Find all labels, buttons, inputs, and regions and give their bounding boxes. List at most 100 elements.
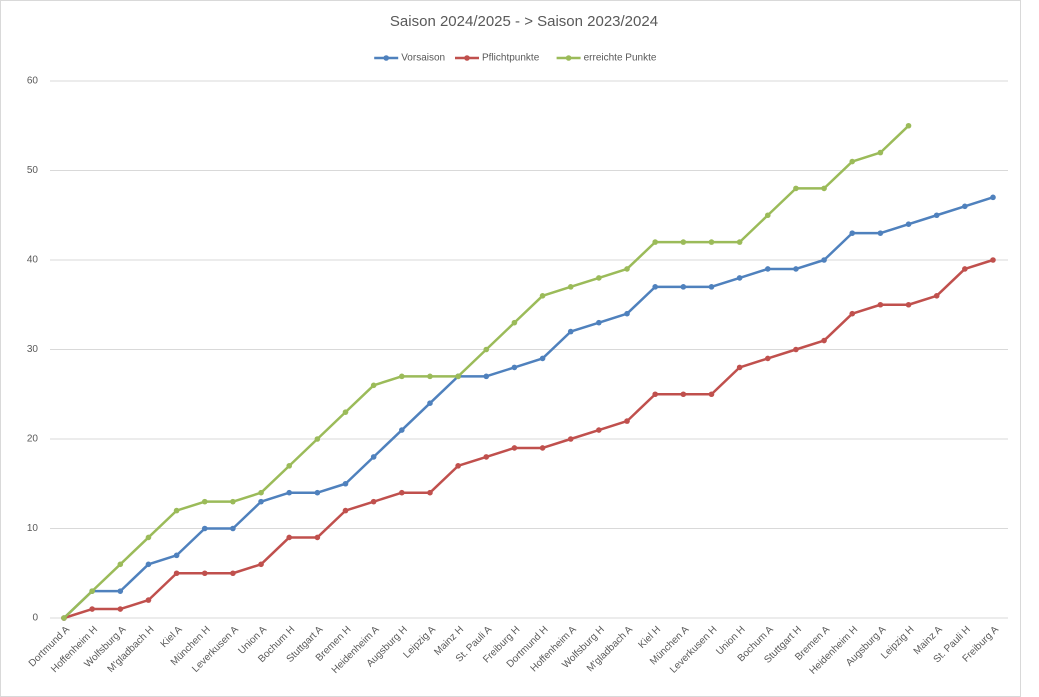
point bbox=[230, 570, 236, 577]
y-tick-label: 50 bbox=[27, 165, 39, 176]
point bbox=[596, 427, 602, 433]
point bbox=[905, 122, 912, 129]
point bbox=[370, 498, 377, 505]
point bbox=[680, 391, 687, 398]
point bbox=[596, 275, 602, 281]
x-tick-label: Kiel H bbox=[637, 624, 664, 651]
point bbox=[877, 149, 884, 156]
point bbox=[483, 346, 490, 353]
point bbox=[286, 534, 293, 541]
point bbox=[117, 561, 124, 568]
point bbox=[427, 489, 433, 496]
point bbox=[511, 364, 518, 371]
point bbox=[567, 328, 574, 335]
point bbox=[652, 284, 658, 290]
y-tick-label: 20 bbox=[27, 434, 39, 445]
point bbox=[736, 239, 743, 245]
point bbox=[342, 480, 349, 487]
point bbox=[511, 445, 518, 451]
point bbox=[145, 597, 152, 603]
point bbox=[201, 570, 208, 577]
point bbox=[764, 355, 771, 362]
point bbox=[286, 489, 293, 496]
point bbox=[89, 606, 95, 612]
point bbox=[877, 301, 884, 308]
legend-marker bbox=[565, 55, 572, 61]
point bbox=[483, 373, 490, 380]
point bbox=[370, 382, 377, 389]
y-tick-label: 10 bbox=[27, 523, 39, 534]
point bbox=[539, 293, 546, 299]
point bbox=[427, 373, 433, 380]
point bbox=[455, 373, 461, 380]
series-line bbox=[63, 124, 910, 619]
point bbox=[793, 185, 799, 192]
point bbox=[314, 436, 321, 442]
point bbox=[793, 266, 799, 272]
x-tick-label: Kiel A bbox=[159, 624, 185, 650]
point bbox=[764, 266, 771, 272]
point bbox=[708, 239, 715, 245]
point bbox=[849, 230, 856, 236]
point bbox=[990, 257, 996, 263]
legend-marker bbox=[383, 55, 390, 61]
point bbox=[764, 212, 771, 219]
point bbox=[933, 293, 940, 299]
point bbox=[145, 534, 152, 541]
point bbox=[962, 266, 968, 272]
point bbox=[624, 418, 630, 424]
point bbox=[61, 615, 67, 621]
point bbox=[370, 454, 377, 460]
point bbox=[652, 239, 658, 245]
point bbox=[567, 436, 574, 442]
point bbox=[455, 463, 461, 469]
point bbox=[736, 275, 743, 281]
point bbox=[821, 185, 827, 192]
point bbox=[962, 203, 968, 210]
point bbox=[314, 489, 321, 496]
point bbox=[342, 507, 349, 514]
point bbox=[708, 391, 715, 398]
point bbox=[680, 284, 687, 290]
y-tick-label: 30 bbox=[27, 344, 39, 355]
point bbox=[173, 552, 180, 559]
legend-label: erreichte Punkte bbox=[584, 53, 657, 64]
point bbox=[173, 507, 180, 514]
series-line bbox=[63, 258, 994, 620]
point bbox=[201, 498, 208, 505]
point bbox=[258, 561, 264, 568]
point bbox=[821, 257, 827, 263]
point bbox=[567, 284, 574, 290]
legend-marker bbox=[464, 55, 470, 61]
point bbox=[117, 588, 124, 594]
point bbox=[736, 364, 743, 371]
point bbox=[117, 606, 124, 612]
point bbox=[539, 355, 546, 362]
series-line bbox=[63, 196, 994, 619]
y-tick-label: 40 bbox=[27, 255, 39, 266]
point bbox=[145, 561, 152, 568]
point bbox=[849, 158, 856, 165]
point bbox=[427, 400, 433, 407]
point bbox=[173, 570, 180, 577]
point bbox=[511, 319, 518, 326]
point bbox=[905, 221, 912, 227]
point bbox=[399, 489, 405, 496]
point bbox=[230, 525, 236, 532]
point bbox=[342, 409, 349, 415]
point bbox=[793, 346, 799, 353]
point bbox=[201, 525, 208, 532]
point bbox=[933, 212, 940, 219]
point bbox=[905, 301, 912, 308]
point bbox=[258, 498, 264, 505]
point bbox=[990, 194, 996, 201]
point bbox=[708, 284, 715, 290]
point bbox=[230, 498, 236, 505]
chart-title: Saison 2024/2025 - > Saison 2023/2024 bbox=[390, 13, 658, 30]
point bbox=[624, 266, 630, 272]
point bbox=[680, 239, 687, 245]
point bbox=[624, 310, 630, 317]
